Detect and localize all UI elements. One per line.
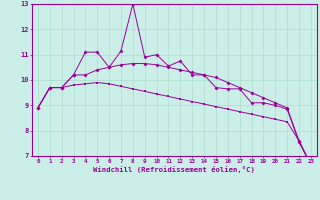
X-axis label: Windchill (Refroidissement éolien,°C): Windchill (Refroidissement éolien,°C) xyxy=(93,166,255,173)
